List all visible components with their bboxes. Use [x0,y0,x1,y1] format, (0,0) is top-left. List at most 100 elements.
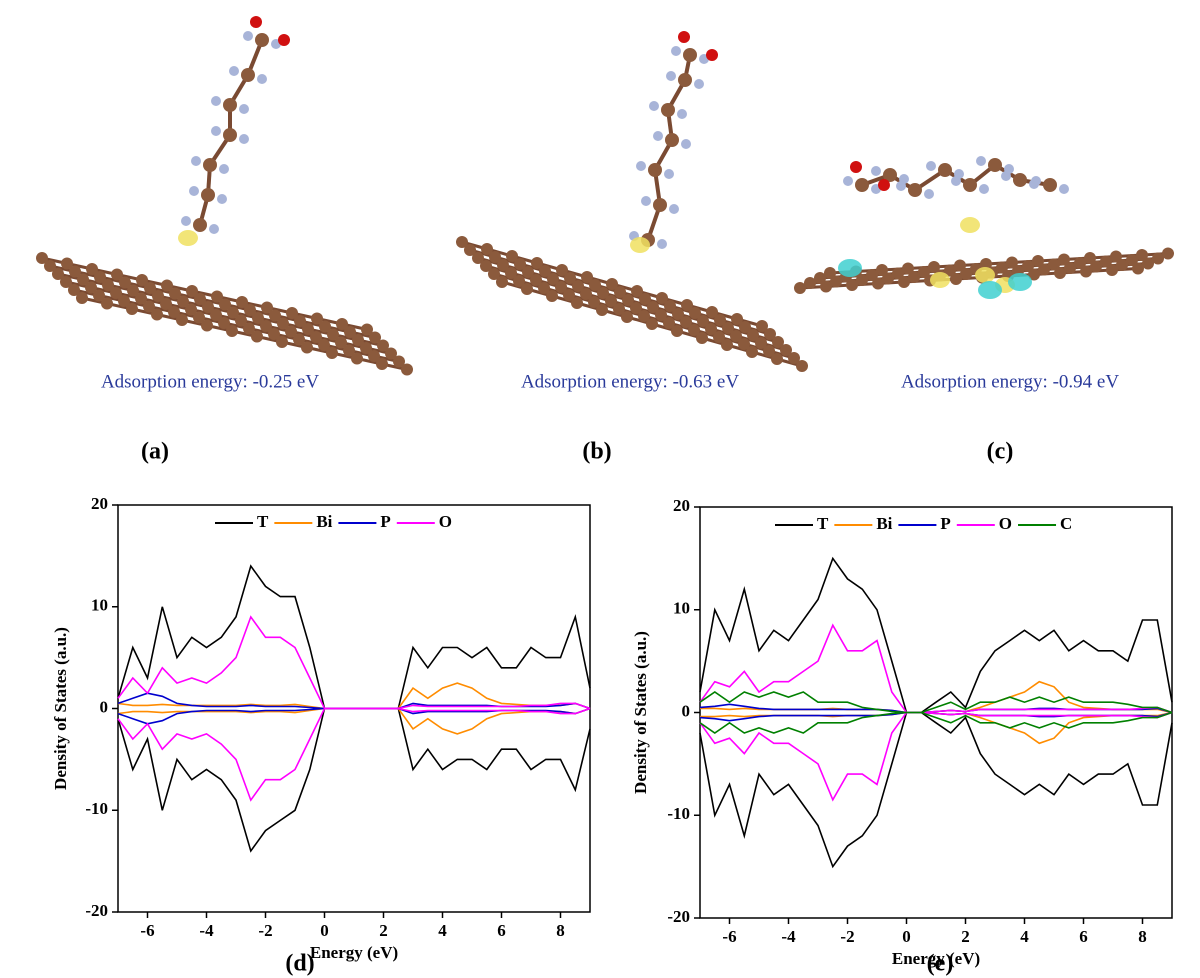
atom [176,314,188,326]
h-atom [191,156,201,166]
o-atom [250,16,262,28]
atom [596,304,608,316]
charge-density [930,272,950,288]
atom [683,48,697,62]
h-atom [257,74,267,84]
atom [223,98,237,112]
h-atom [694,79,704,89]
h-atom [211,126,221,136]
atom [201,320,213,332]
x-tick-label: -6 [140,921,154,940]
atom [908,183,922,197]
atom [1006,257,1018,269]
h-atom [653,131,663,141]
y-tick-label: 20 [91,494,108,513]
h-atom [924,189,934,199]
h-atom [666,71,676,81]
x-tick-label: -4 [199,921,214,940]
x-tick-label: 0 [320,921,329,940]
caption: Adsorption energy: -0.25 eV [101,371,319,392]
atom [1084,252,1096,264]
h-atom [979,184,989,194]
legend-label: C [1060,514,1072,533]
dos-line [118,709,590,852]
atom [276,336,288,348]
atom [988,158,1002,172]
atom [1162,248,1174,260]
atom [546,290,558,302]
y-tick-label: 10 [673,599,690,618]
y-tick-label: -20 [85,901,108,920]
atom [928,261,940,273]
atom [696,332,708,344]
h-atom [1004,164,1014,174]
atom [126,303,138,315]
h-atom [843,176,853,186]
atom [151,309,163,321]
charge-density [630,237,650,253]
atom [954,260,966,272]
atom [326,347,338,359]
figure: Adsorption energy: -0.25 eV Adsorption e… [0,0,1200,978]
atom [1013,173,1027,187]
o-atom [850,161,862,173]
x-tick-label: 4 [1020,927,1029,946]
x-tick-label: 6 [1079,927,1088,946]
atom [223,128,237,142]
legend-label: O [439,512,452,531]
atom [241,68,255,82]
molecule-illustrations [36,16,1174,376]
h-atom [181,216,191,226]
y-axis-label: Density of States (a.u.) [51,627,70,790]
atom [1058,254,1070,266]
x-tick-label: -6 [722,927,736,946]
charge-density [838,259,862,277]
h-atom [1059,184,1069,194]
h-atom [243,31,253,41]
atom [1043,178,1057,192]
atom [496,276,508,288]
x-tick-label: 8 [1138,927,1147,946]
atom [621,311,633,323]
atom [1110,251,1122,263]
x-tick-label: 2 [379,921,388,940]
legend-label: P [380,512,390,531]
x-tick-label: -4 [781,927,796,946]
h-atom [641,196,651,206]
h-atom [649,101,659,111]
atom [193,218,207,232]
h-atom [217,194,227,204]
y-tick-label: 0 [100,697,109,716]
caption: Adsorption energy: -0.63 eV [521,371,739,392]
panel-label: (a) [141,439,169,465]
h-atom [239,104,249,114]
dos-line [700,625,1172,712]
h-atom [664,169,674,179]
h-atom [976,156,986,166]
y-tick-label: 10 [91,596,108,615]
atom [351,353,363,365]
atom [938,163,952,177]
h-atom [189,186,199,196]
x-tick-label: -2 [258,921,272,940]
h-atom [211,96,221,106]
atom [746,346,758,358]
legend-label: P [940,514,950,533]
atom [251,331,263,343]
dos-line [700,713,1172,800]
x-axis-label: Energy (eV) [310,943,398,962]
atom [76,292,88,304]
atom [203,158,217,172]
h-atom [219,164,229,174]
atom [796,360,808,372]
legend-label: Bi [316,512,332,531]
atom [101,298,113,310]
atom [671,325,683,337]
atom [301,342,313,354]
atom [963,178,977,192]
charge-density [978,281,1002,299]
h-atom [871,166,881,176]
atom [665,133,679,147]
atom [876,264,888,276]
charge-density [1008,273,1032,291]
